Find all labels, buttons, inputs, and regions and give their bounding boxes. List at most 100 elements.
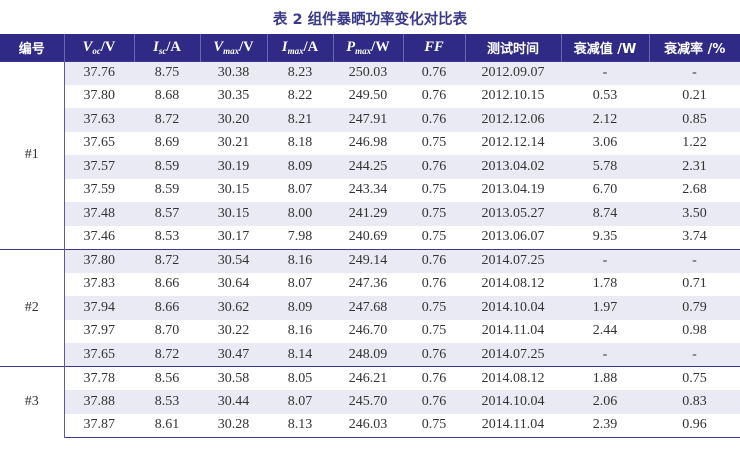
- table-row: 37.63 8.72 30.20 8.21 247.91 0.76 2012.12.06 2.…: [0, 108, 740, 132]
- header-id: 编号: [0, 34, 65, 61]
- isc-cell: 8.69: [134, 131, 200, 155]
- table-row: #3 37.78 8.56 30.58 8.05 246.21 0.76 2014.08.12…: [0, 366, 740, 437]
- table-row: 37.87 8.61 30.28 8.13 246.03 0.75 2014.11.04 2.…: [0, 413, 740, 438]
- test-time-cell: 2014.08.12: [465, 366, 561, 390]
- decay-rate-cell: 0.75: [649, 366, 740, 390]
- voc-cell: 37.48: [64, 202, 134, 226]
- header-test-time: 测试时间: [465, 34, 562, 61]
- decay-value-cell: 0.53: [561, 84, 649, 108]
- imax-cell: 8.07: [267, 178, 333, 202]
- vmax-cell: 30.22: [200, 319, 267, 343]
- table-row: 37.83 8.66 30.64 8.07 247.36 0.76 2014.08.12 1.…: [0, 272, 740, 296]
- decay-rate-cell: 0.71: [649, 272, 740, 296]
- decay-rate-cell: -: [649, 343, 740, 367]
- table-row: 37.46 8.53 30.17 7.98 240.69 0.75 2013.06.07 9.…: [0, 225, 740, 250]
- isc-cell: 8.56: [134, 366, 200, 390]
- decay-value-cell: -: [561, 60, 649, 85]
- table-row: 37.88 8.53 30.44 8.07 245.70 0.76 2014.10.04 2.…: [0, 390, 740, 414]
- group-id-cell: #2: [0, 248, 65, 367]
- test-time-cell: 2014.08.12: [465, 272, 561, 296]
- test-time-cell: 2014.07.25: [465, 343, 561, 367]
- header-decay-value: 衰减值 /W: [561, 34, 650, 61]
- pmax-cell: 246.98: [333, 131, 403, 155]
- ff-cell: 0.75: [403, 178, 465, 202]
- voc-cell: 37.76: [64, 60, 134, 85]
- decay-value-cell: 2.06: [561, 390, 649, 414]
- pmax-cell: 250.03: [333, 60, 403, 85]
- test-time-cell: 2014.10.04: [465, 390, 561, 414]
- header-pmax: Pmax/W: [333, 34, 404, 61]
- decay-value-cell: 1.78: [561, 272, 649, 296]
- vmax-cell: 30.17: [200, 225, 267, 250]
- vmax-cell: 30.15: [200, 178, 267, 202]
- header-decay-rate: 衰减率 /%: [664, 41, 726, 57]
- decay-rate-cell: -: [649, 248, 740, 273]
- power-decay-table: 编号 Voc/V Isc/A Vmax/V Imax/A Pmax/W FF 测…: [0, 34, 740, 438]
- vmax-cell: 30.58: [200, 366, 267, 390]
- vmax-cell: 30.15: [200, 202, 267, 226]
- pmax-cell: 249.14: [333, 248, 403, 273]
- imax-cell: 8.21: [267, 108, 333, 132]
- pmax-cell: 246.21: [333, 366, 403, 390]
- decay-rate-cell: 3.74: [649, 225, 740, 250]
- imax-cell: 8.18: [267, 131, 333, 155]
- vmax-cell: 30.54: [200, 248, 267, 273]
- imax-cell: 8.23: [267, 60, 333, 85]
- group-id-cell: #1: [0, 60, 65, 249]
- header-isc: Isc/A: [134, 34, 201, 61]
- decay-value-cell: 6.70: [561, 178, 649, 202]
- imax-cell: 8.05: [267, 366, 333, 390]
- ff-cell: 0.75: [403, 202, 465, 226]
- pmax-cell: 247.91: [333, 108, 403, 132]
- decay-rate-cell: 0.96: [649, 413, 740, 438]
- table-row: 37.94 8.66 30.62 8.09 247.68 0.75 2014.10.04 1.…: [0, 296, 740, 320]
- ff-cell: 0.75: [403, 413, 465, 438]
- test-time-cell: 2014.11.04: [465, 413, 561, 438]
- pmax-cell: 246.70: [333, 319, 403, 343]
- decay-rate-cell: 3.50: [649, 202, 740, 226]
- imax-cell: 8.14: [267, 343, 333, 367]
- isc-cell: 8.66: [134, 296, 200, 320]
- ff-cell: 0.76: [403, 155, 465, 179]
- test-time-cell: 2012.12.06: [465, 108, 561, 132]
- ff-cell: 0.75: [403, 131, 465, 155]
- voc-cell: 37.87: [64, 413, 134, 438]
- decay-value-cell: 1.88: [561, 366, 649, 390]
- imax-cell: 7.98: [267, 225, 333, 250]
- table-row: 37.65 8.69 30.21 8.18 246.98 0.75 2012.12.14 3.…: [0, 131, 740, 155]
- pmax-cell: 246.03: [333, 413, 403, 438]
- test-time-cell: 2014.07.25: [465, 248, 561, 273]
- test-time-cell: 2013.04.19: [465, 178, 561, 202]
- isc-cell: 8.70: [134, 319, 200, 343]
- imax-cell: 8.00: [267, 202, 333, 226]
- header-vmax: Vmax/V: [200, 34, 268, 61]
- test-time-cell: 2012.12.14: [465, 131, 561, 155]
- voc-cell: 37.83: [64, 272, 134, 296]
- pmax-cell: 245.70: [333, 390, 403, 414]
- table-body: #1 37.76 8.75 30.38 8.23 250.03 0.76 2012.09.07…: [0, 60, 740, 438]
- imax-cell: 8.16: [267, 248, 333, 273]
- table-row: #2 37.80 8.72 30.54 8.16 249.14 0.76 2014.07.25…: [0, 248, 740, 367]
- ff-cell: 0.76: [403, 366, 465, 390]
- ff-cell: 0.75: [403, 319, 465, 343]
- test-time-cell: 2012.10.15: [465, 84, 561, 108]
- vmax-cell: 30.21: [200, 131, 267, 155]
- decay-value-cell: 2.12: [561, 108, 649, 132]
- table-row: 37.48 8.57 30.15 8.00 241.29 0.75 2013.05.27 8.…: [0, 202, 740, 226]
- pmax-cell: 248.09: [333, 343, 403, 367]
- isc-cell: 8.57: [134, 202, 200, 226]
- test-time-cell: 2012.09.07: [465, 60, 561, 85]
- voc-cell: 37.46: [64, 225, 134, 250]
- isc-cell: 8.66: [134, 272, 200, 296]
- decay-value-cell: 2.39: [561, 413, 649, 438]
- isc-cell: 8.68: [134, 84, 200, 108]
- header-ff: FF: [403, 34, 466, 61]
- vmax-cell: 30.20: [200, 108, 267, 132]
- table-row: 37.65 8.72 30.47 8.14 248.09 0.76 2014.07.25- -: [0, 343, 740, 367]
- isc-cell: 8.59: [134, 178, 200, 202]
- pmax-cell: 249.50: [333, 84, 403, 108]
- test-time-cell: 2013.06.07: [465, 225, 561, 250]
- table-row: #1 37.76 8.75 30.38 8.23 250.03 0.76 2012.09.07…: [0, 60, 740, 249]
- pmax-cell: 247.36: [333, 272, 403, 296]
- header-voc: Voc/V: [64, 34, 135, 61]
